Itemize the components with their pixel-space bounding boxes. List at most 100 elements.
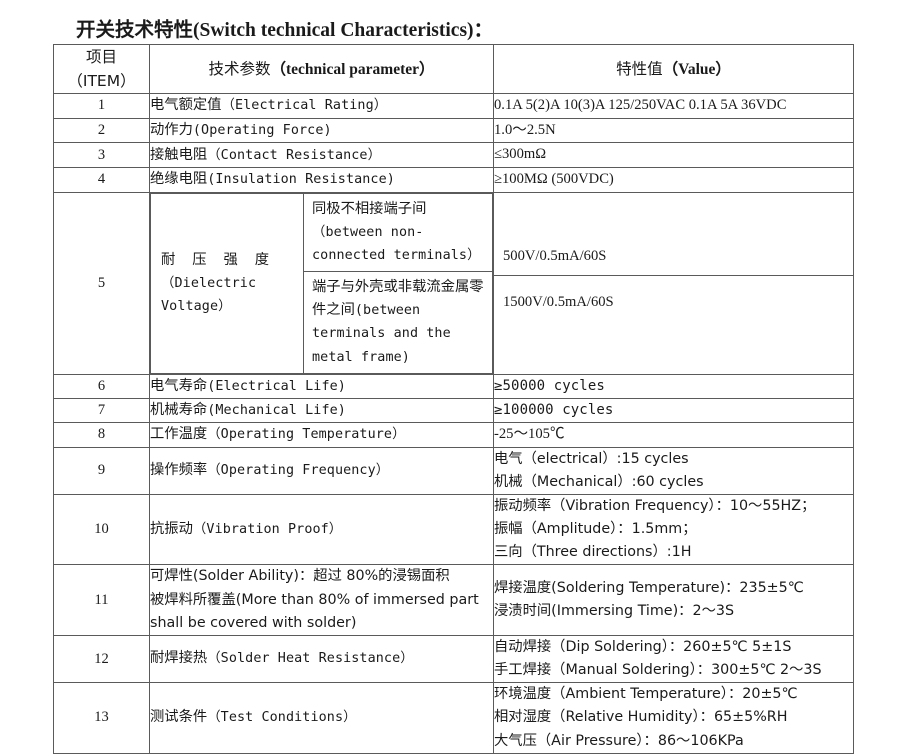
page-title: 开关技术特性(Switch technical Characteristics)…	[76, 13, 493, 42]
dielectric-desc-1-zh: 同极不相接端子间	[312, 200, 427, 217]
table-row: 2 动作力(Operating Force) 1.0～2.5N	[53, 117, 854, 144]
row-value-text: ≥100000 cycles	[494, 401, 614, 418]
row-item-number: 2	[53, 117, 150, 144]
row-parameter-en: （Contact Resistance）	[207, 147, 382, 163]
row-parameter-zh: 动作力	[150, 121, 193, 138]
row-value-line: 自动焊接（Dip Soldering）：260±5℃ 5±1S	[494, 638, 792, 655]
header-item-en: （ITEM）	[67, 72, 136, 91]
row-value-line: 三向（Three directions）:1H	[494, 544, 692, 561]
row-value: ≥50000 cycles	[493, 373, 854, 399]
row-parameter: 机械寿命(Mechanical Life)	[149, 397, 494, 424]
table-row: 1 电气额定值（Electrical Rating） 0.1A 5(2)A 10…	[53, 93, 854, 119]
row-parameter-en: (Electrical Life)	[207, 378, 346, 394]
row-parameter-zh: 耐焊接热	[150, 650, 208, 667]
dielectric-desc-2: 端子与外壳或非载流金属零件之间(between terminals and th…	[303, 271, 493, 374]
row-value: ≥100MΩ (500VDC)	[493, 166, 854, 193]
row-parameter-zh: 接触电阻	[150, 146, 208, 163]
dielectric-subtable: 耐压强度 （Dielectric Voltage） 同极不相接端子间 （betwe…	[150, 192, 493, 374]
dielectric-label: 耐压强度 （Dielectric Voltage）	[150, 192, 304, 374]
row-value: 0.1A 5(2)A 10(3)A 125/250VAC 0.1A 5A 36V…	[493, 93, 854, 119]
row-item-number: 7	[53, 397, 150, 424]
row-parameter-line: shall be covered with solder)	[150, 614, 357, 631]
row-item-number: 6	[53, 373, 150, 399]
row-item-number: 1	[53, 93, 150, 119]
row-parameter-zh: 工作温度	[150, 426, 208, 443]
row-parameter: 抗振动（Vibration Proof）	[149, 493, 494, 566]
row-value-text: 1.0～2.5N	[494, 121, 556, 138]
row-parameter-zh: 操作频率	[150, 462, 208, 479]
header-value-en: （Value）	[662, 60, 731, 78]
row-parameter: 接触电阻（Contact Resistance）	[149, 142, 494, 168]
dielectric-desc-1: 同极不相接端子间 （between non-connected terminals…	[303, 192, 493, 273]
dielectric-label-en: （Dielectric Voltage）	[161, 276, 257, 315]
row-parameter-zh: 电气额定值	[150, 97, 222, 114]
row-item-number: 3	[53, 142, 150, 168]
row-value-line: 浸渍时间(Immersing Time)：2～3S	[494, 603, 735, 620]
row-value: ≥100000 cycles	[493, 397, 854, 424]
dielectric-value-1: 500V/0.5mA/60S	[494, 238, 853, 276]
row-parameter: 绝缘电阻(Insulation Resistance)	[149, 166, 494, 193]
dielectric-subrow-bottom: 端子与外壳或非载流金属零件之间(between terminals and th…	[151, 271, 493, 374]
row-value-text: ≤300mΩ	[494, 146, 547, 163]
row-value-text: ≥50000 cycles	[494, 377, 605, 394]
row-value-text: -25～105℃	[494, 426, 565, 442]
header-parameter-zh: 技术参数	[208, 59, 271, 78]
row-value-nested: 500V/0.5mA/60S 1500V/0.5mA/60S	[493, 191, 854, 375]
row-item-number: 12	[53, 634, 150, 684]
row-value-line: 相对湿度（Relative Humidity）：65±5%RH	[494, 709, 788, 726]
header-value-zh: 特性值	[616, 59, 663, 78]
row-parameter-en: （Operating Temperature）	[207, 427, 406, 443]
row-value-line: 机械（Mechanical）:60 cycles	[494, 473, 704, 490]
table-row: 11 可焊性(Solder Ability)：超过 80%的浸锡面积 被焊料所覆…	[53, 564, 854, 636]
table-row: 7 机械寿命(Mechanical Life) ≥100000 cycles	[53, 397, 854, 424]
dielectric-label-zh: 耐压强度	[161, 251, 269, 268]
row-parameter-en: (Insulation Resistance)	[207, 172, 395, 188]
row-value: 自动焊接（Dip Soldering）：260±5℃ 5±1S 手工焊接（Man…	[493, 634, 854, 684]
table-row: 3 接触电阻（Contact Resistance） ≤300mΩ	[53, 142, 854, 168]
header-item-zh: 项目	[85, 48, 117, 66]
dielectric-value-2: 1500V/0.5mA/60S	[503, 293, 614, 310]
row-item-number: 13	[53, 682, 150, 754]
row-value-line: 环境温度（Ambient Temperature）：20±5℃	[494, 686, 798, 703]
dielectric-desc-1-en: （between non-connected terminals）	[312, 224, 481, 263]
row-value-line: 手工焊接（Manual Soldering）：300±5℃ 2～3S	[494, 662, 822, 679]
row-value: 1.0～2.5N	[493, 117, 854, 144]
row-parameter: 工作温度（Operating Temperature）	[149, 422, 494, 448]
row-value-line: 振动频率（Vibration Frequency）：10～55HZ；	[494, 497, 816, 514]
table-row: 8 工作温度（Operating Temperature） -25～105℃	[53, 422, 854, 448]
row-parameter: 电气寿命(Electrical Life)	[149, 373, 494, 399]
row-item-number: 11	[53, 564, 150, 636]
dielectric-desc-2-zh: 端子与外壳或非载流金属零件之间	[312, 279, 484, 319]
header-parameter-en: （technical parameter）	[270, 60, 435, 78]
row-value: 电气（electrical）:15 cycles 机械（Mechanical）:…	[493, 446, 854, 495]
table-row: 13 测试条件（Test Conditions） 环境温度（Ambient Te…	[53, 682, 854, 754]
table-row: 10 抗振动（Vibration Proof） 振动频率（Vibration F…	[53, 493, 854, 566]
row-parameter: 耐焊接热（Solder Heat Resistance）	[149, 634, 494, 684]
table-header-row: 项目 （ITEM） 技术参数（technical parameter） 特性值（…	[53, 43, 854, 95]
row-parameter-zh: 测试条件	[150, 709, 208, 726]
page-title-en: (Switch technical Characteristics)：	[193, 20, 494, 41]
dielectric-desc-2-en: (between terminals and the metal frame)	[312, 303, 451, 365]
row-parameter-en: (Operating Force)	[192, 122, 332, 138]
row-parameter-zh: 机械寿命	[150, 401, 208, 418]
row-value-line: 大气压（Air Pressure）：86～106KPa	[494, 732, 744, 749]
page-title-zh: 开关技术特性	[76, 18, 194, 41]
row-value-line: 振幅（Amplitude）：1.5mm；	[494, 521, 697, 538]
row-value: ≤300mΩ	[493, 142, 854, 168]
row-item-number: 9	[53, 446, 150, 495]
row-value-line: 电气（electrical）:15 cycles	[494, 450, 689, 467]
table-row: 9 操作频率（Operating Frequency） 电气（electrica…	[53, 446, 854, 495]
table-row: 12 耐焊接热（Solder Heat Resistance） 自动焊接（Dip…	[53, 634, 854, 684]
row-value-line: 焊接温度(Soldering Temperature)：235±5℃	[494, 580, 804, 596]
row-parameter-en: （Vibration Proof）	[192, 522, 343, 538]
row-parameter: 测试条件（Test Conditions）	[149, 682, 494, 754]
row-parameter-en: （Test Conditions）	[207, 710, 357, 726]
row-parameter: 动作力(Operating Force)	[149, 117, 494, 144]
row-item-number: 5	[53, 191, 150, 375]
row-item-number: 4	[53, 166, 150, 193]
row-parameter-zh: 抗振动	[150, 521, 193, 538]
header-parameter: 技术参数（technical parameter）	[149, 43, 494, 95]
table-row-dielectric: 5 耐压强度 （Dielectric Voltage） 同极不相接端子间 （bet…	[53, 191, 854, 375]
row-value: -25～105℃	[493, 422, 854, 448]
